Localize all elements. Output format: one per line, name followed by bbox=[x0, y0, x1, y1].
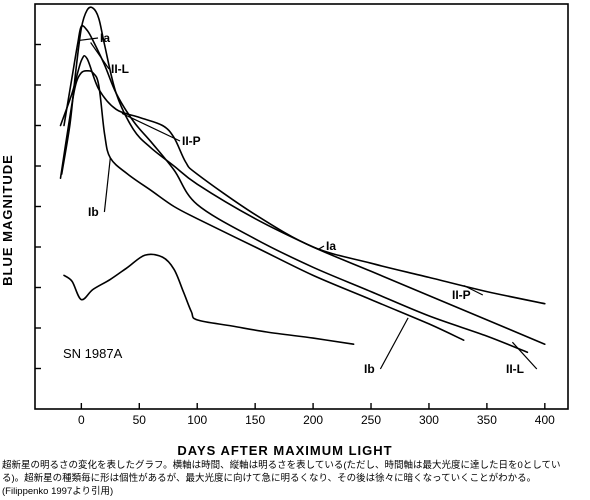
supernova-light-curve-chart: 0 50 100 150 200 250 300 350 400 IaII-LII-PIbIaI… bbox=[0, 3, 569, 458]
leader-line-ii-l bbox=[511, 341, 538, 370]
leader-line-ia bbox=[78, 37, 99, 42]
x-tick-label: 400 bbox=[535, 413, 555, 427]
sn1987a-annotation: SN 1987A bbox=[63, 346, 123, 361]
series-line-ii-p bbox=[59, 54, 546, 305]
x-tick-label: 300 bbox=[419, 413, 439, 427]
series-line-ib bbox=[59, 69, 465, 341]
series-line-sn-1987a bbox=[63, 253, 355, 345]
figure-caption: 超新星の明るさの変化を表したグラフ。横軸は時間、縦軸は明るさを表している(ただし… bbox=[2, 459, 588, 498]
caption-line-2: る)。超新星の種類毎に形は個性があるが、最大光度に向けて急に明るくなり、その後は… bbox=[2, 473, 537, 484]
x-axis-label: DAYS AFTER MAXIMUM LIGHT bbox=[177, 443, 392, 458]
series-line-ii-l bbox=[63, 24, 529, 354]
leader-line-ii-p bbox=[463, 284, 484, 296]
series-line-ia bbox=[60, 6, 546, 345]
x-tick-label: 150 bbox=[245, 413, 265, 427]
curve-labels: Ia II-L II-P Ib Ia II-P Ib II-L bbox=[78, 31, 538, 376]
leader-line-ib bbox=[379, 317, 409, 370]
x-tick-label: 250 bbox=[361, 413, 381, 427]
axis-ticks: 0 50 100 150 200 250 300 350 400 bbox=[35, 43, 555, 427]
curve-label-ii-p: II-P bbox=[182, 134, 201, 148]
caption-line-1: 超新星の明るさの変化を表したグラフ。横軸は時間、縦軸は明るさを表している(ただし… bbox=[2, 460, 561, 471]
curve-label-ib: Ib bbox=[364, 362, 375, 376]
y-axis-label: BLUE MAGNITUDE bbox=[0, 154, 15, 286]
curve-label-ia: Ia bbox=[326, 239, 336, 253]
leader-line-ii-p bbox=[121, 112, 181, 142]
x-tick-label: 0 bbox=[78, 413, 85, 427]
caption-line-3: (Filippenko 1997より引用) bbox=[2, 486, 114, 497]
curve-label-ia: Ia bbox=[100, 31, 110, 45]
leader-line-ib bbox=[103, 157, 111, 213]
x-tick-label: 100 bbox=[187, 413, 207, 427]
x-tick-label: 50 bbox=[133, 413, 147, 427]
curve-label-ii-l: II-L bbox=[111, 62, 129, 76]
x-tick-label: 350 bbox=[477, 413, 497, 427]
series-curves bbox=[59, 6, 546, 354]
x-tick-label: 200 bbox=[303, 413, 323, 427]
curve-label-ii-l: II-L bbox=[506, 362, 524, 376]
leader-line-ii-l bbox=[90, 42, 110, 70]
leader-line-ia bbox=[318, 245, 325, 250]
curve-label-ib: Ib bbox=[88, 205, 99, 219]
curve-label-ii-p: II-P bbox=[452, 288, 471, 302]
